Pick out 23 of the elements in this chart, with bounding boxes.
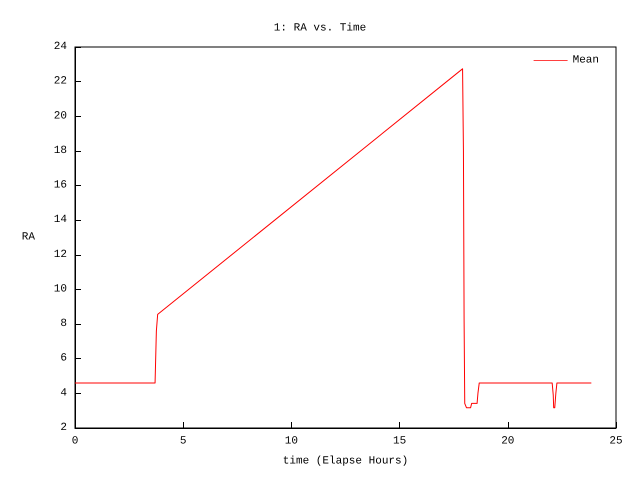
line-series (74, 68, 592, 408)
y-tick-label: 22 (54, 76, 67, 88)
x-tick-label: 10 (284, 436, 298, 448)
y-axis-title: RA (22, 232, 36, 244)
x-tick-label: 15 (393, 436, 406, 448)
x-tick-label: 20 (501, 436, 514, 448)
x-axis-title: time (Elapse Hours) (282, 456, 408, 468)
y-tick-label: 8 (60, 318, 67, 330)
y-tick-label: 6 (60, 352, 67, 365)
x-tick-label: 0 (72, 436, 78, 448)
y-tick-label: 20 (54, 110, 67, 122)
chart-title: 1: RA vs. Time (274, 22, 366, 34)
y-tick-label: 16 (54, 180, 67, 192)
y-tick-label: 24 (54, 41, 68, 53)
y-tick-label: 10 (54, 283, 67, 296)
legend-label: Mean (572, 54, 599, 66)
y-tick-label: 4 (60, 387, 68, 400)
y-tick-label: 14 (54, 214, 68, 226)
y-tick-label: 18 (54, 144, 67, 157)
x-tick-label: 5 (180, 436, 187, 448)
y-tick-label: 2 (60, 422, 67, 434)
y-tick-label: 12 (54, 248, 67, 261)
x-tick-label: 25 (609, 436, 623, 448)
